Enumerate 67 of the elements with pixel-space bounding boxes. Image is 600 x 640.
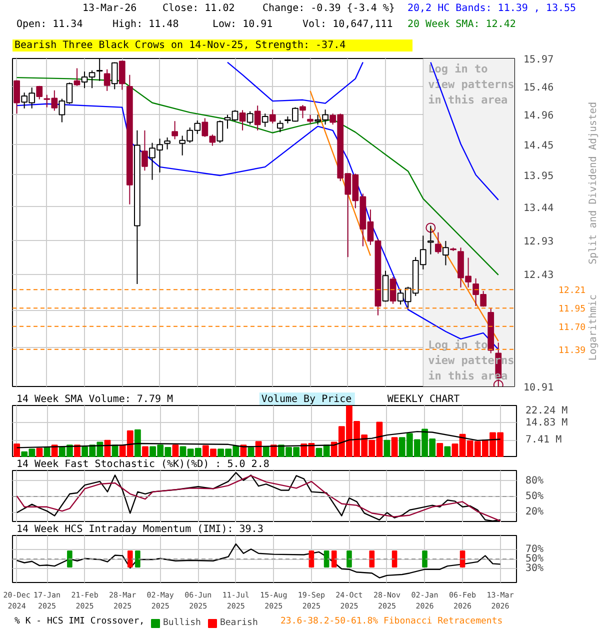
candlestick (104, 68, 110, 92)
y-tick-label: 14.45 (524, 140, 554, 152)
candlestick (246, 110, 254, 126)
y-tick-label: 50% (526, 554, 544, 564)
y-tick-label: 80% (526, 475, 544, 486)
text: Open: 11.34 (16, 19, 83, 30)
line-series (16, 543, 501, 578)
candlestick (442, 240, 449, 266)
y-tick-label: 22.24 M (526, 406, 568, 416)
y-tick-label: 14.96 (524, 110, 554, 122)
y-tick-label: 12.43 (524, 270, 554, 282)
candlestick (74, 68, 80, 86)
text: 20 Week SMA: 12.42 (408, 19, 516, 30)
y-tick-label: 10.91 (524, 382, 554, 394)
text: High: 11.48 (112, 19, 179, 30)
legend-label: Bearish (220, 618, 258, 628)
candlestick (276, 120, 284, 133)
candlestick (239, 110, 246, 131)
y-tick-label: 50% (526, 491, 544, 502)
candlestick (142, 130, 148, 172)
text: 13-Mar-26 (82, 3, 137, 14)
y-tick-label: 20% (526, 506, 544, 518)
candlestick (209, 134, 216, 146)
candlestick (36, 85, 43, 100)
chart-title: 14 Week SMA Volume: 7.79 M (16, 394, 174, 405)
candlestick (434, 232, 442, 254)
candlestick (111, 62, 118, 90)
chart-title: 14 Week HCS Intraday Momentum (IMI): 39.3 (16, 524, 264, 535)
legend-label: Bullish (163, 618, 201, 628)
candlestick (14, 80, 20, 114)
y-tick-label: 15.97 (524, 54, 554, 66)
text: Close: 11.02 (162, 3, 235, 14)
y-tick-label: 13.44 (524, 202, 554, 214)
line-series (16, 103, 499, 350)
text: Bearish Three Black Crows on 14-Nov-25, Strength: -37.4 (14, 40, 346, 51)
candlestick (262, 113, 268, 128)
annotation: WEEKLY CHART (387, 394, 460, 405)
y-tick-label: 15.46 (524, 82, 554, 94)
candlestick (202, 118, 208, 138)
candlestick (172, 120, 178, 140)
annotation: Volume By Price (261, 394, 352, 405)
candlestick (164, 136, 170, 150)
ref-line-label: 11.70 (558, 322, 586, 333)
text: 20,2 HC Bands: 11.39 , 13.55 (408, 3, 576, 14)
text: 23.6-38.2-50-61.8% Fibonacci Retracements (280, 616, 503, 626)
y-tick-label: 7.41 M (526, 434, 562, 446)
candlestick (254, 105, 261, 131)
candlestick (300, 104, 306, 119)
ref-line-label: 12.21 (558, 286, 586, 296)
y-tick-label: 70% (526, 544, 544, 556)
ref-line-label: 11.95 (558, 304, 586, 315)
ref-line-label: 11.39 (558, 346, 586, 356)
candlestick (390, 276, 396, 304)
y-tick-label: 13.95 (524, 170, 554, 182)
y-tick-label: 30% (526, 562, 544, 574)
text: Logarithmic (588, 294, 599, 361)
candlestick (216, 120, 224, 144)
y-tick-label: 12.93 (524, 236, 554, 248)
text: Split and Dividend Adjusted (588, 102, 599, 264)
candlestick (118, 60, 126, 90)
text: Vol: 10,647,111 (302, 19, 393, 30)
chart-title: 14 Week Fast Stochastic (%K)(%D) : 5.0 2.8 (16, 459, 270, 470)
text: Low: 10.91 (212, 19, 273, 30)
candlestick (269, 109, 276, 124)
y-tick-label: 14.83 M (526, 417, 568, 428)
legend-title: % K - HCS IMI Crossover, (14, 616, 145, 626)
text: Change: -0.39 {-3.4 %} (262, 3, 395, 14)
